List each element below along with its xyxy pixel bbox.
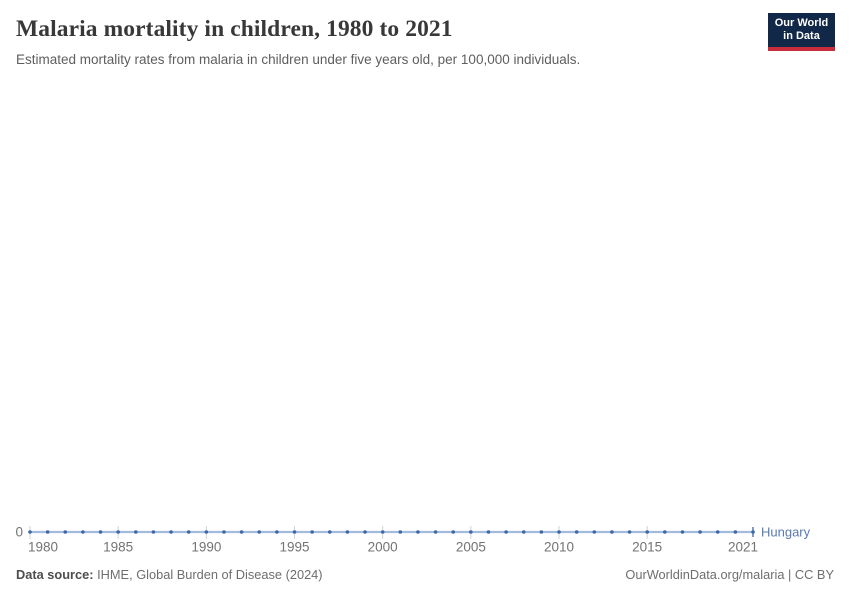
data-point-1999[interactable]	[363, 530, 367, 534]
data-point-2013[interactable]	[610, 530, 614, 534]
timeline-axis[interactable]: 1980 1985 1990 1995 2000 2005 2010 2015 2021 0 Hun…	[0, 500, 850, 562]
x-tick-label-2021: 2021	[728, 540, 758, 555]
x-tick-label-1980: 1980	[28, 540, 58, 555]
data-point-2003[interactable]	[433, 530, 438, 534]
data-point-2002[interactable]	[416, 530, 420, 534]
data-point-2009[interactable]	[539, 530, 544, 534]
data-point-1991[interactable]	[222, 530, 226, 534]
data-point-2010[interactable]	[557, 530, 561, 534]
data-source-label: Data source:	[16, 567, 94, 582]
data-point-2016[interactable]	[663, 530, 667, 534]
data-point-2019[interactable]	[715, 530, 720, 534]
data-point-1985[interactable]	[116, 530, 120, 534]
data-point-2018[interactable]	[698, 530, 702, 534]
x-tick-label-2010: 2010	[544, 540, 574, 555]
data-point-1986[interactable]	[134, 530, 138, 534]
data-point-1990[interactable]	[204, 530, 209, 534]
data-point-1992[interactable]	[239, 530, 244, 534]
data-point-2007[interactable]	[504, 530, 508, 534]
chart-header: Malaria mortality in children, 1980 to 2…	[16, 14, 750, 69]
x-tick-label-2005: 2005	[456, 540, 486, 555]
data-point-2008[interactable]	[521, 530, 526, 534]
data-point-1981[interactable]	[45, 530, 50, 534]
data-point-2015[interactable]	[645, 530, 649, 534]
data-point-2012[interactable]	[592, 530, 597, 534]
data-point-2004[interactable]	[451, 530, 456, 534]
data-point-2020[interactable]	[733, 530, 738, 534]
data-point-1993[interactable]	[257, 530, 262, 534]
timeline-svg[interactable]: 1980 1985 1990 1995 2000 2005 2010 2015 2021 0 Hun…	[0, 500, 850, 562]
data-point-1997[interactable]	[327, 530, 332, 534]
data-point-1996[interactable]	[310, 530, 314, 534]
owid-url-license-link[interactable]: OurWorldinData.org/malaria | CC BY	[625, 567, 834, 582]
data-point-1984[interactable]	[98, 530, 103, 534]
entity-label-hungary[interactable]: Hungary	[761, 525, 811, 540]
data-point-1988[interactable]	[169, 530, 173, 534]
data-point-1998[interactable]	[345, 530, 350, 534]
y-tick-label-0: 0	[15, 525, 23, 540]
data-point-1989[interactable]	[186, 530, 191, 534]
data-point-1987[interactable]	[151, 530, 156, 534]
data-point-1995[interactable]	[292, 530, 297, 534]
data-point-2021[interactable]	[751, 530, 755, 534]
owid-logo[interactable]: Our World in Data	[768, 13, 835, 51]
owid-logo-text: Our World in Data	[768, 13, 835, 47]
data-point-2011[interactable]	[574, 530, 579, 534]
data-point-1983[interactable]	[81, 530, 85, 534]
data-point-2017[interactable]	[680, 530, 685, 534]
x-tick-label-2015: 2015	[632, 540, 662, 555]
x-tick-label-1995: 1995	[279, 540, 309, 555]
data-point-2014[interactable]	[627, 530, 632, 534]
data-point-2000[interactable]	[380, 530, 385, 534]
data-point-2006[interactable]	[486, 530, 491, 534]
data-source-value: IHME, Global Burden of Disease (2024)	[93, 567, 323, 582]
chart-footer: Data source: IHME, Global Burden of Dise…	[16, 567, 834, 583]
page-title: Malaria mortality in children, 1980 to 2…	[16, 16, 453, 42]
data-point-1994[interactable]	[275, 530, 279, 534]
x-tick-label-1990: 1990	[191, 540, 221, 555]
x-tick-label-2000: 2000	[368, 540, 398, 555]
data-point-1982[interactable]	[63, 530, 68, 534]
data-point-2005[interactable]	[469, 530, 473, 534]
x-tick-label-1985: 1985	[103, 540, 133, 555]
data-point-2001[interactable]	[398, 530, 403, 534]
plot-area	[0, 90, 850, 500]
owid-logo-red-bar	[768, 47, 835, 51]
data-source-note: Data source: IHME, Global Burden of Dise…	[16, 567, 323, 583]
data-point-1980[interactable]	[28, 530, 32, 534]
chart-subtitle: Estimated mortality rates from malaria i…	[16, 52, 581, 67]
